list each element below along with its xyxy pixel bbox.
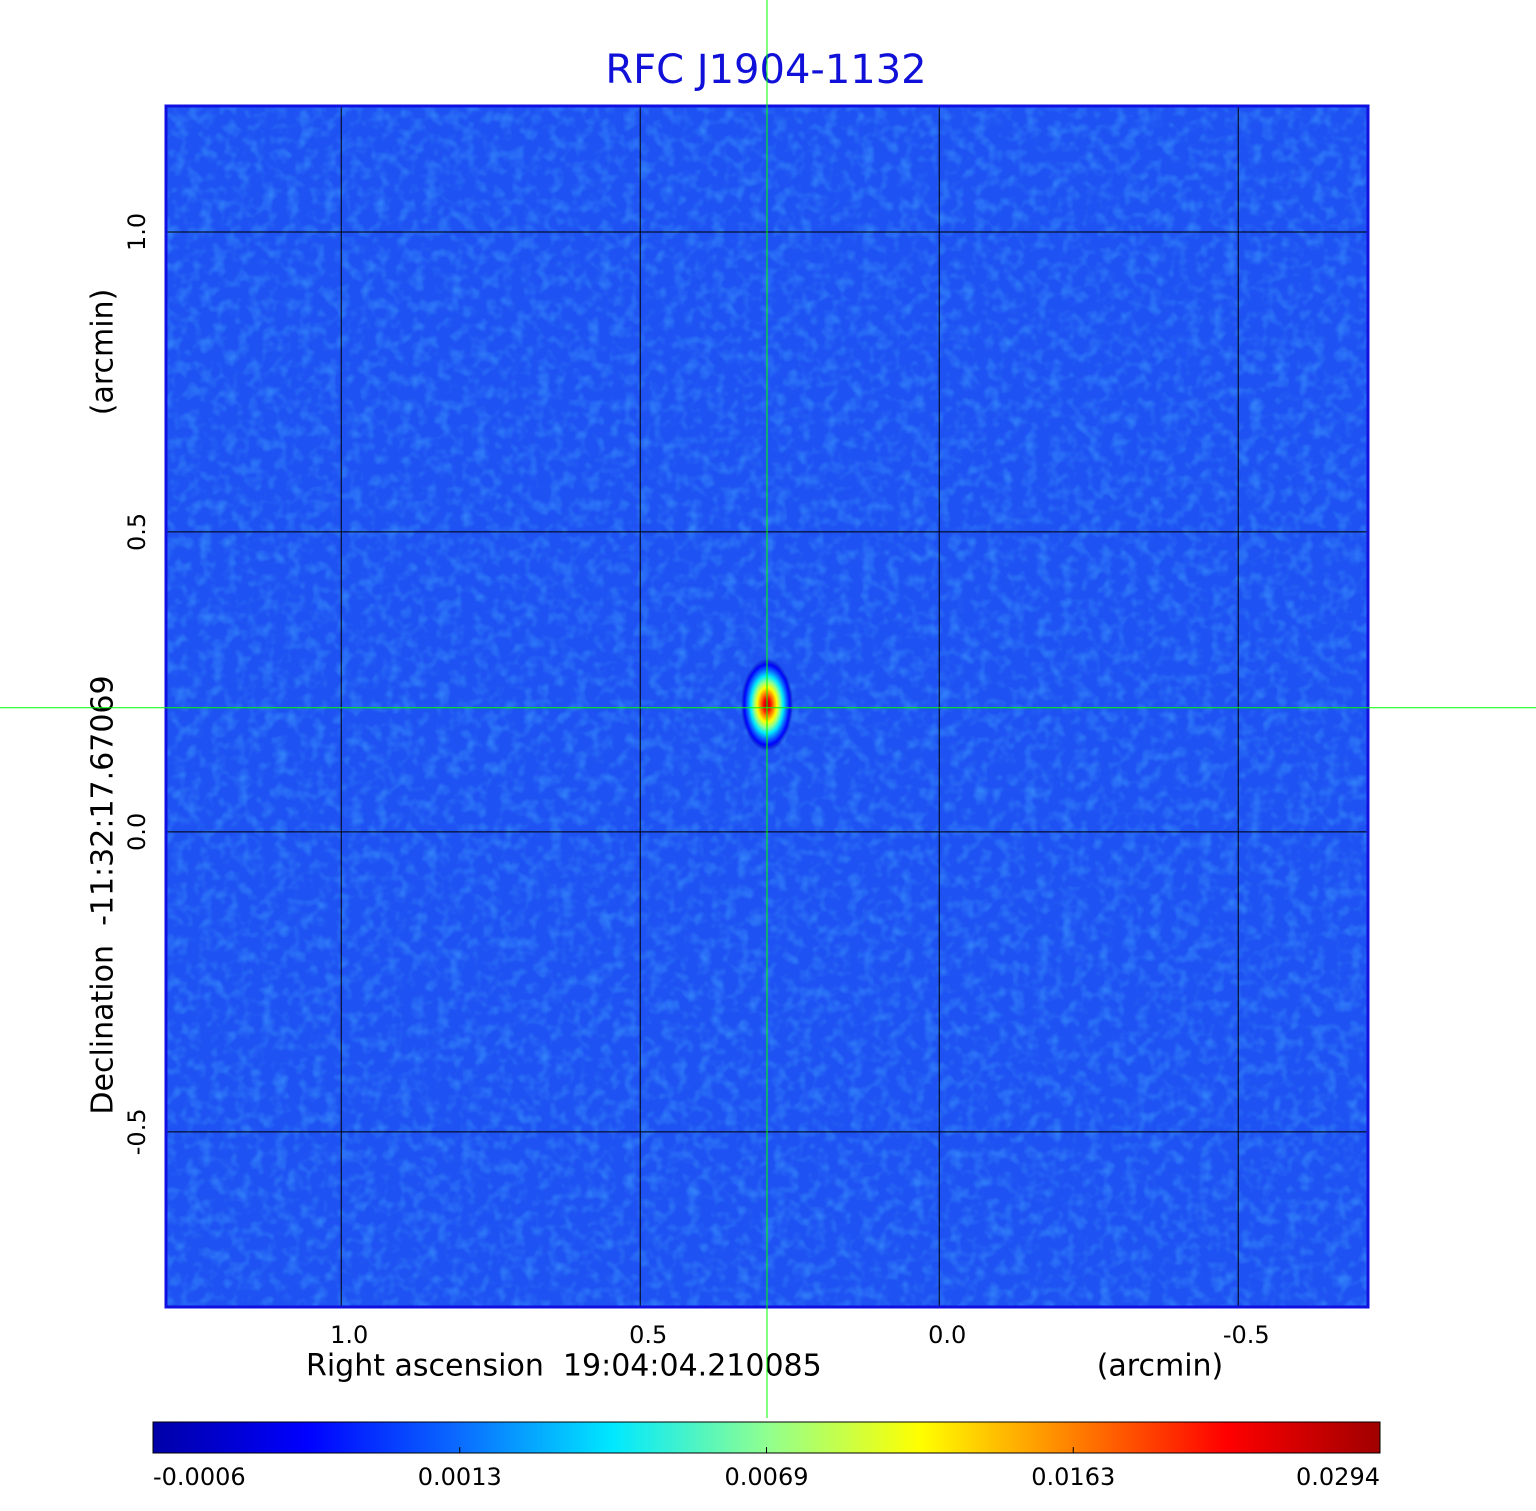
colorbar-tick-label: -0.0006 <box>153 1463 246 1491</box>
y-tick-label: 1.0 <box>123 213 151 251</box>
x-tick-label: -0.5 <box>1223 1321 1270 1349</box>
chart-title: RFC J1904-1132 <box>605 47 926 93</box>
y-axis-label: Declination -11:32:17.67069 <box>86 675 121 1114</box>
x-axis-unit: (arcmin) <box>1097 1349 1224 1384</box>
colorbar-tick-label: 0.0069 <box>725 1463 809 1491</box>
x-tick-label: 0.0 <box>928 1321 966 1349</box>
y-tick-label: 0.0 <box>123 813 151 851</box>
x-axis-label: Right ascension 19:04:04.210085 <box>306 1349 822 1384</box>
colorbar-tick-label: 0.0013 <box>418 1463 502 1491</box>
x-tick-label: 0.5 <box>629 1321 667 1349</box>
colorbar-tick-label: 0.0294 <box>1296 1463 1380 1491</box>
colorbar-tick-label: 0.0163 <box>1031 1463 1115 1491</box>
x-tick-label: 1.0 <box>330 1321 368 1349</box>
y-tick-label: -0.5 <box>123 1108 151 1155</box>
y-axis-unit: (arcmin) <box>86 289 121 416</box>
y-tick-label: 0.5 <box>123 513 151 551</box>
